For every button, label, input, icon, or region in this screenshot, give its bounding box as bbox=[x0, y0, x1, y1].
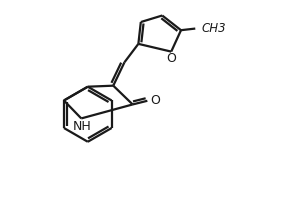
Text: O: O bbox=[167, 52, 177, 65]
Text: CH3: CH3 bbox=[202, 22, 226, 35]
Text: NH: NH bbox=[73, 121, 92, 133]
Text: O: O bbox=[150, 94, 160, 107]
